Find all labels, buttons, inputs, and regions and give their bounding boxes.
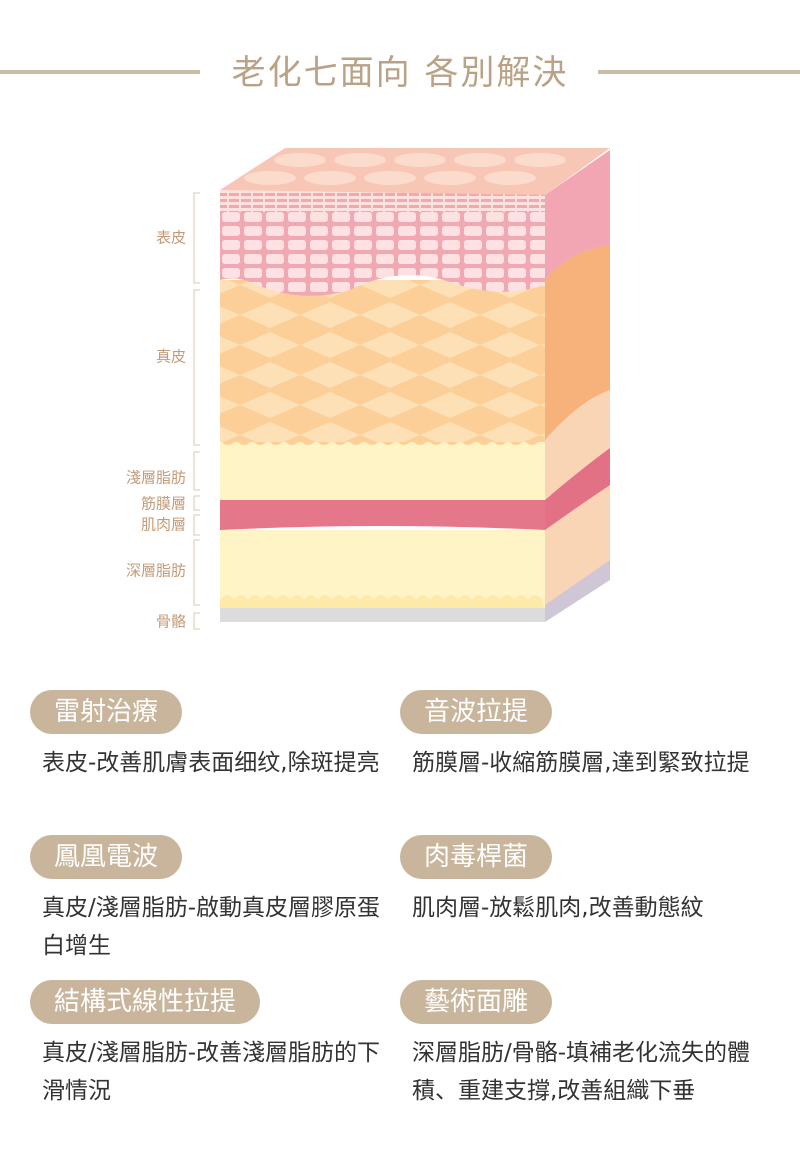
treatment-description: 筋膜層-收縮筋膜層,達到緊致拉提 xyxy=(412,750,750,776)
treatment-description: 深層脂肪/骨骼-填補老化流失的體積、重建支撐,改善組織下垂 xyxy=(412,1040,751,1104)
layer-label: 肌肉層 xyxy=(141,516,186,534)
treatment-description: 肌肉層-放鬆肌肉,改善動態紋 xyxy=(412,895,704,921)
layer-label: 淺層脂肪 xyxy=(126,469,186,487)
treatment-name: 藝術面雕 xyxy=(400,980,553,1024)
title: 老化七面向 各別解決 xyxy=(0,48,800,98)
header: 老化七面向 各別解決 xyxy=(0,48,800,98)
treatment-description: 表皮-改善肌膚表面细纹,除斑提亮 xyxy=(42,750,380,776)
treatment-description: 真皮/淺層脂肪-啟動真皮層膠原蛋白增生 xyxy=(42,895,381,959)
treatment-name: 鳳凰電波 xyxy=(30,835,183,879)
treatment-name: 結構式線性拉提 xyxy=(30,980,261,1024)
title-text: 老化七面向 各別解決 xyxy=(217,53,583,93)
treatment-name: 音波拉提 xyxy=(400,690,553,734)
treatment-name: 肉毒桿菌 xyxy=(400,835,553,879)
layer-label: 骨骼 xyxy=(156,613,186,631)
treatment-description: 真皮/淺層脂肪-改善淺層脂肪的下滑情況 xyxy=(42,1040,381,1104)
layer-label: 筋膜層 xyxy=(141,495,186,513)
layer-label: 表皮 xyxy=(156,229,186,247)
layer-label: 真皮 xyxy=(156,348,186,366)
treatment-name: 雷射治療 xyxy=(30,690,183,734)
skin-diagram: 表皮 真皮 淺層脂肪 筋膜層 肌肉層 深層脂肪 骨骼 xyxy=(126,148,610,631)
layer-label: 深層脂肪 xyxy=(126,562,186,580)
rule xyxy=(0,70,200,74)
rule xyxy=(598,70,800,74)
